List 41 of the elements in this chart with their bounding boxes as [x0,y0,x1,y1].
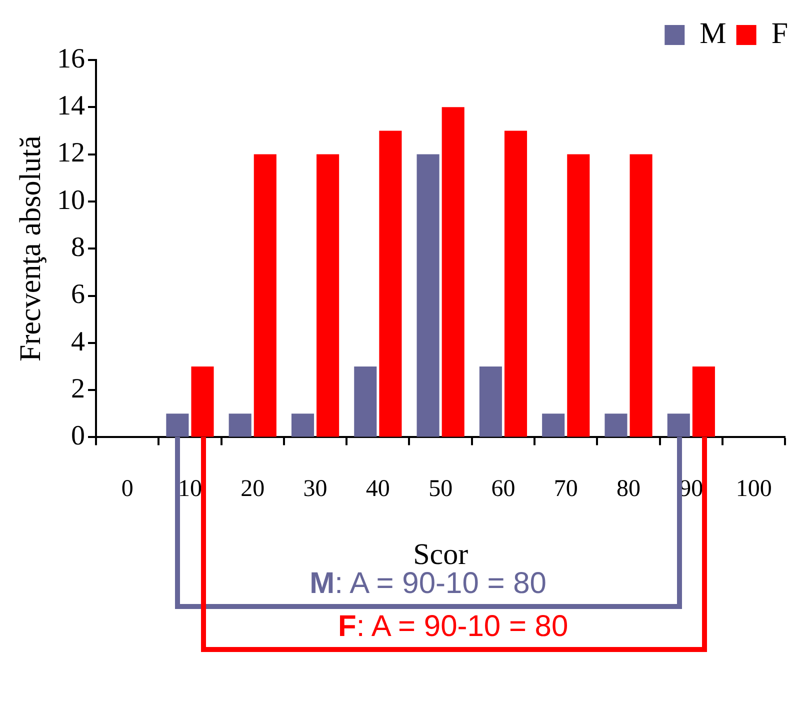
bar [228,414,252,437]
bar [504,130,528,437]
y-tick-label: 12 [57,138,85,169]
bar [604,414,628,437]
x-tick-label: 20 [240,476,265,502]
x-tick-label: 80 [616,476,641,502]
y-axis-title: Frecvenţa absolută [14,136,47,362]
y-tick-label: 10 [57,184,85,216]
legend-label: M [700,16,726,50]
bar [316,154,340,437]
bar [692,366,715,437]
y-tick-label: 6 [71,279,85,310]
legend-label: F [771,16,788,50]
bar [379,130,402,437]
bar [191,366,214,437]
x-tick-label: 100 [736,476,772,502]
x-tick-label: 0 [121,476,134,502]
text: F: A = 90-10 = 80 [338,610,568,644]
bar [667,414,690,437]
bar [291,414,314,437]
x-tick-label: 40 [366,476,390,502]
bar [442,107,464,437]
bar [630,154,652,437]
bar [254,154,276,437]
x-tick-label: 70 [554,476,578,502]
bar [567,154,590,437]
y-tick-label: 16 [57,43,85,74]
bar [354,366,377,437]
bar [479,366,502,437]
y-tick-label: 14 [57,90,85,122]
bar [542,414,565,437]
y-tick-label: 0 [71,420,85,452]
bar [166,414,189,437]
x-tick-label: 60 [491,476,516,502]
bar [416,154,440,437]
x-tick-label: 50 [428,476,453,502]
y-tick-label: 8 [71,232,85,263]
y-tick-label: 2 [71,373,85,404]
y-tick-label: 4 [71,326,85,358]
x-tick-label: 10 [178,476,202,502]
x-tick-label: 30 [303,476,328,502]
